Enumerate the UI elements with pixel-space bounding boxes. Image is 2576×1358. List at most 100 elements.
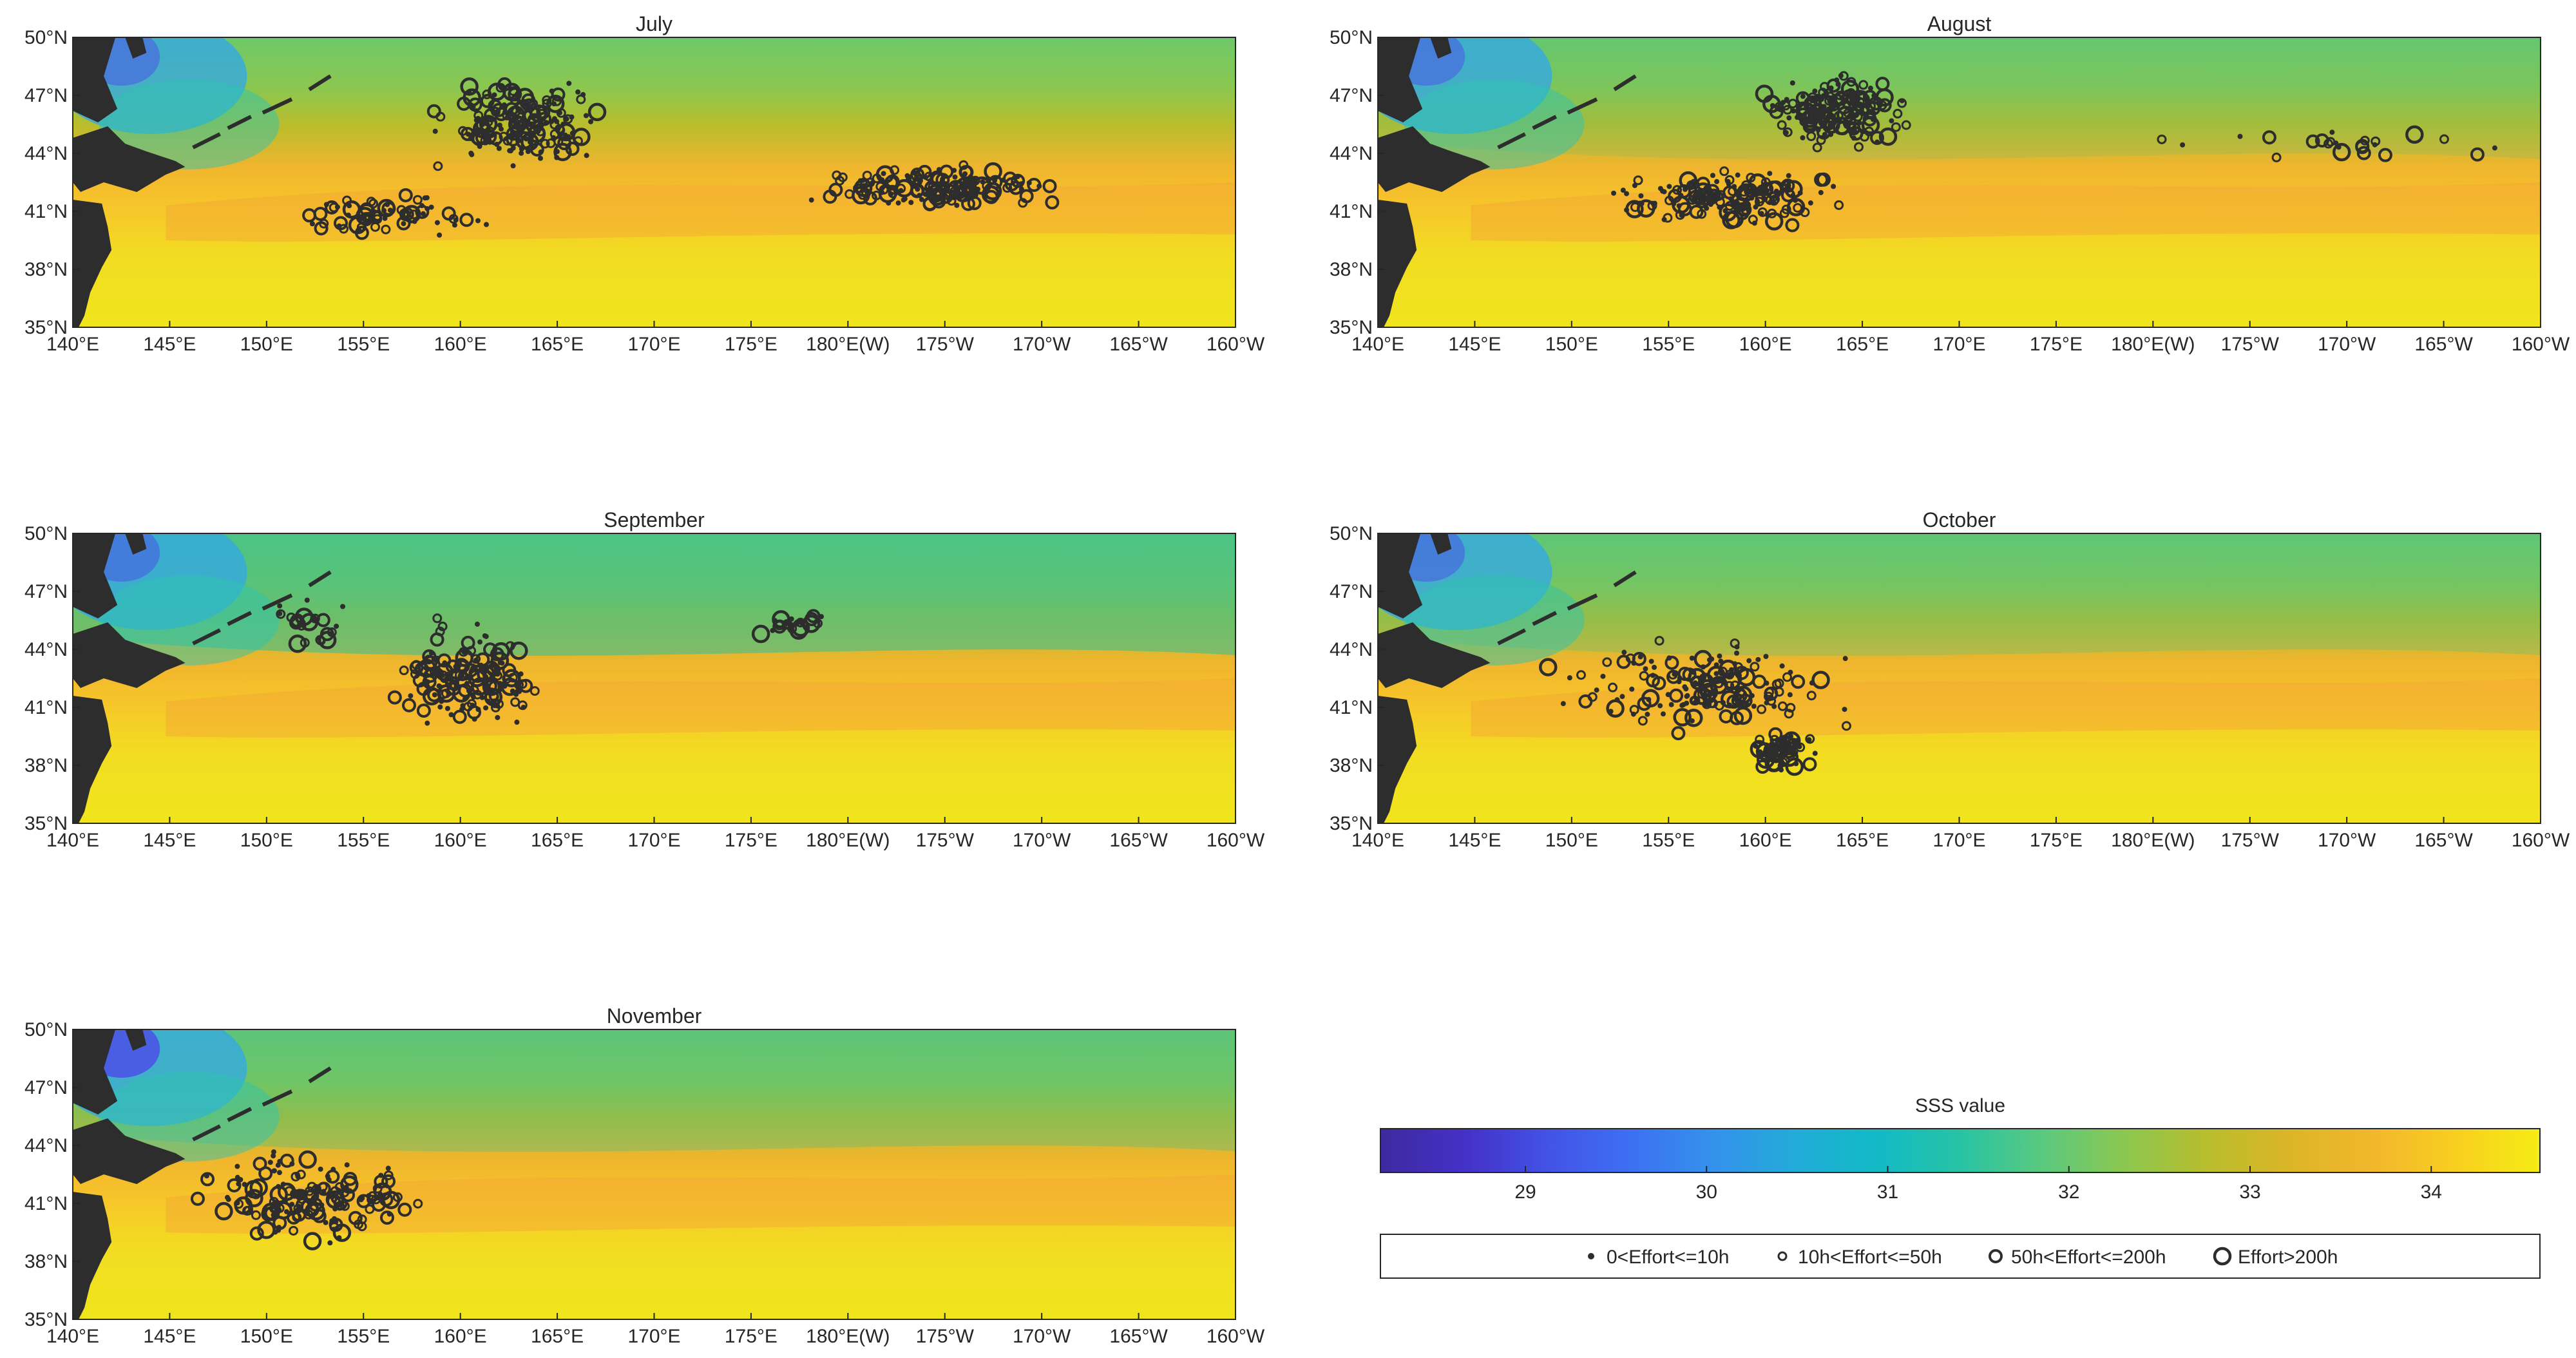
effort-marker <box>922 196 937 211</box>
effort-marker <box>1643 666 1648 672</box>
effort-marker <box>460 77 479 96</box>
x-tick-label: 145°E <box>143 1326 196 1347</box>
effort-marker <box>1851 135 1856 141</box>
x-tick-label: 180°E(W) <box>2111 334 2195 355</box>
effort-marker <box>1749 195 1755 201</box>
effort-marker <box>751 624 770 644</box>
effort-markers <box>302 77 1060 240</box>
effort-marker <box>1706 657 1712 663</box>
effort-marker <box>1677 202 1692 216</box>
effort-marker <box>528 99 539 109</box>
legend-label: 0<Effort<=10h <box>1607 1247 1729 1268</box>
effort-marker <box>546 94 565 113</box>
effort-marker <box>2333 140 2339 146</box>
effort-marker <box>1838 71 1849 81</box>
effort-marker <box>1666 655 1672 661</box>
x-tick-label: 175°E <box>725 830 778 851</box>
effort-marker <box>1757 704 1767 714</box>
effort-marker <box>2180 142 2186 148</box>
effort-marker <box>551 116 557 122</box>
x-tick-label: 175°E <box>2030 334 2083 355</box>
effort-marker <box>563 114 573 124</box>
effort-marker <box>1808 92 1818 102</box>
effort-marker <box>881 171 886 177</box>
effort-marker <box>497 687 502 693</box>
effort-marker <box>1663 213 1673 223</box>
effort-marker <box>549 88 555 94</box>
effort-marker <box>1778 763 1784 769</box>
effort-marker <box>1703 186 1709 191</box>
legend-marker <box>1989 1249 2003 1263</box>
y-tick-label: 38°N <box>24 755 68 776</box>
x-tick-label: 180°E(W) <box>806 1326 890 1347</box>
effort-marker <box>2371 136 2381 146</box>
effort-marker <box>1637 696 1652 711</box>
effort-marker <box>837 172 848 182</box>
effort-marker <box>436 683 442 689</box>
effort-marker <box>1836 106 1855 124</box>
y-tick-label: 41°N <box>24 201 68 222</box>
effort-marker <box>1594 687 1599 693</box>
effort-marker <box>1812 751 1818 756</box>
effort-marker <box>535 126 546 137</box>
effort-marker <box>1614 697 1620 703</box>
effort-marker <box>1777 120 1787 130</box>
x-tick-label: 145°E <box>1448 334 1501 355</box>
effort-marker <box>464 663 479 678</box>
x-tick-label: 155°E <box>337 1326 390 1347</box>
effort-marker <box>788 616 794 622</box>
effort-marker <box>1646 696 1652 702</box>
effort-marker <box>247 1205 253 1211</box>
effort-marker <box>1755 186 1766 196</box>
effort-marker <box>1831 184 1837 189</box>
y-tick-label: 47°N <box>24 85 68 106</box>
effort-marker <box>1782 672 1792 682</box>
effort-marker <box>490 106 501 117</box>
effort-marker <box>879 177 885 183</box>
effort-marker <box>1706 698 1717 709</box>
map-panel: October 140°E 145°E 150°E 155°E 160°E 165°E 170… <box>1330 508 2570 851</box>
effort-marker <box>385 1165 391 1171</box>
x-tick-label: 175°W <box>916 334 975 355</box>
effort-marker <box>1647 200 1657 211</box>
effort-marker <box>357 1214 367 1225</box>
effort-marker <box>1688 182 1693 187</box>
effort-marker <box>238 1177 243 1183</box>
effort-marker <box>359 1195 365 1201</box>
effort-marker <box>895 200 901 206</box>
effort-marker <box>1637 654 1643 660</box>
effort-marker <box>935 186 941 191</box>
colorbar-tick-label: 33 <box>2239 1181 2260 1203</box>
x-tick-label: 170°W <box>1013 1326 1071 1347</box>
effort-marker <box>519 150 524 156</box>
effort-marker <box>1576 670 1587 680</box>
effort-marker <box>1713 676 1719 682</box>
effort-marker <box>251 1210 261 1220</box>
effort-marker <box>508 87 522 102</box>
effort-marker <box>557 122 576 142</box>
effort-marker <box>551 135 557 140</box>
effort-marker <box>1811 671 1830 689</box>
effort-marker <box>959 160 969 170</box>
effort-marker <box>1786 173 1791 178</box>
effort-marker <box>344 1162 350 1168</box>
effort-marker <box>444 674 454 685</box>
effort-marker <box>498 126 504 132</box>
effort-marker <box>439 698 444 704</box>
colorbar: SSS value 29 30 31 32 33 34 <box>1380 1095 2541 1203</box>
effort-marker <box>494 141 500 147</box>
effort-marker <box>1731 693 1746 708</box>
y-tick-label: 47°N <box>24 581 68 602</box>
effort-marker <box>463 675 469 681</box>
effort-marker <box>312 1184 322 1194</box>
effort-marker <box>2329 129 2335 135</box>
effort-marker <box>467 705 482 720</box>
effort-marker <box>338 224 348 234</box>
effort-marker <box>330 1191 345 1205</box>
effort-marker <box>387 207 393 213</box>
effort-marker <box>1652 664 1657 670</box>
effort-marker <box>398 188 413 203</box>
effort-marker <box>803 624 809 630</box>
effort-marker <box>1710 173 1715 178</box>
effort-marker <box>323 1219 329 1225</box>
